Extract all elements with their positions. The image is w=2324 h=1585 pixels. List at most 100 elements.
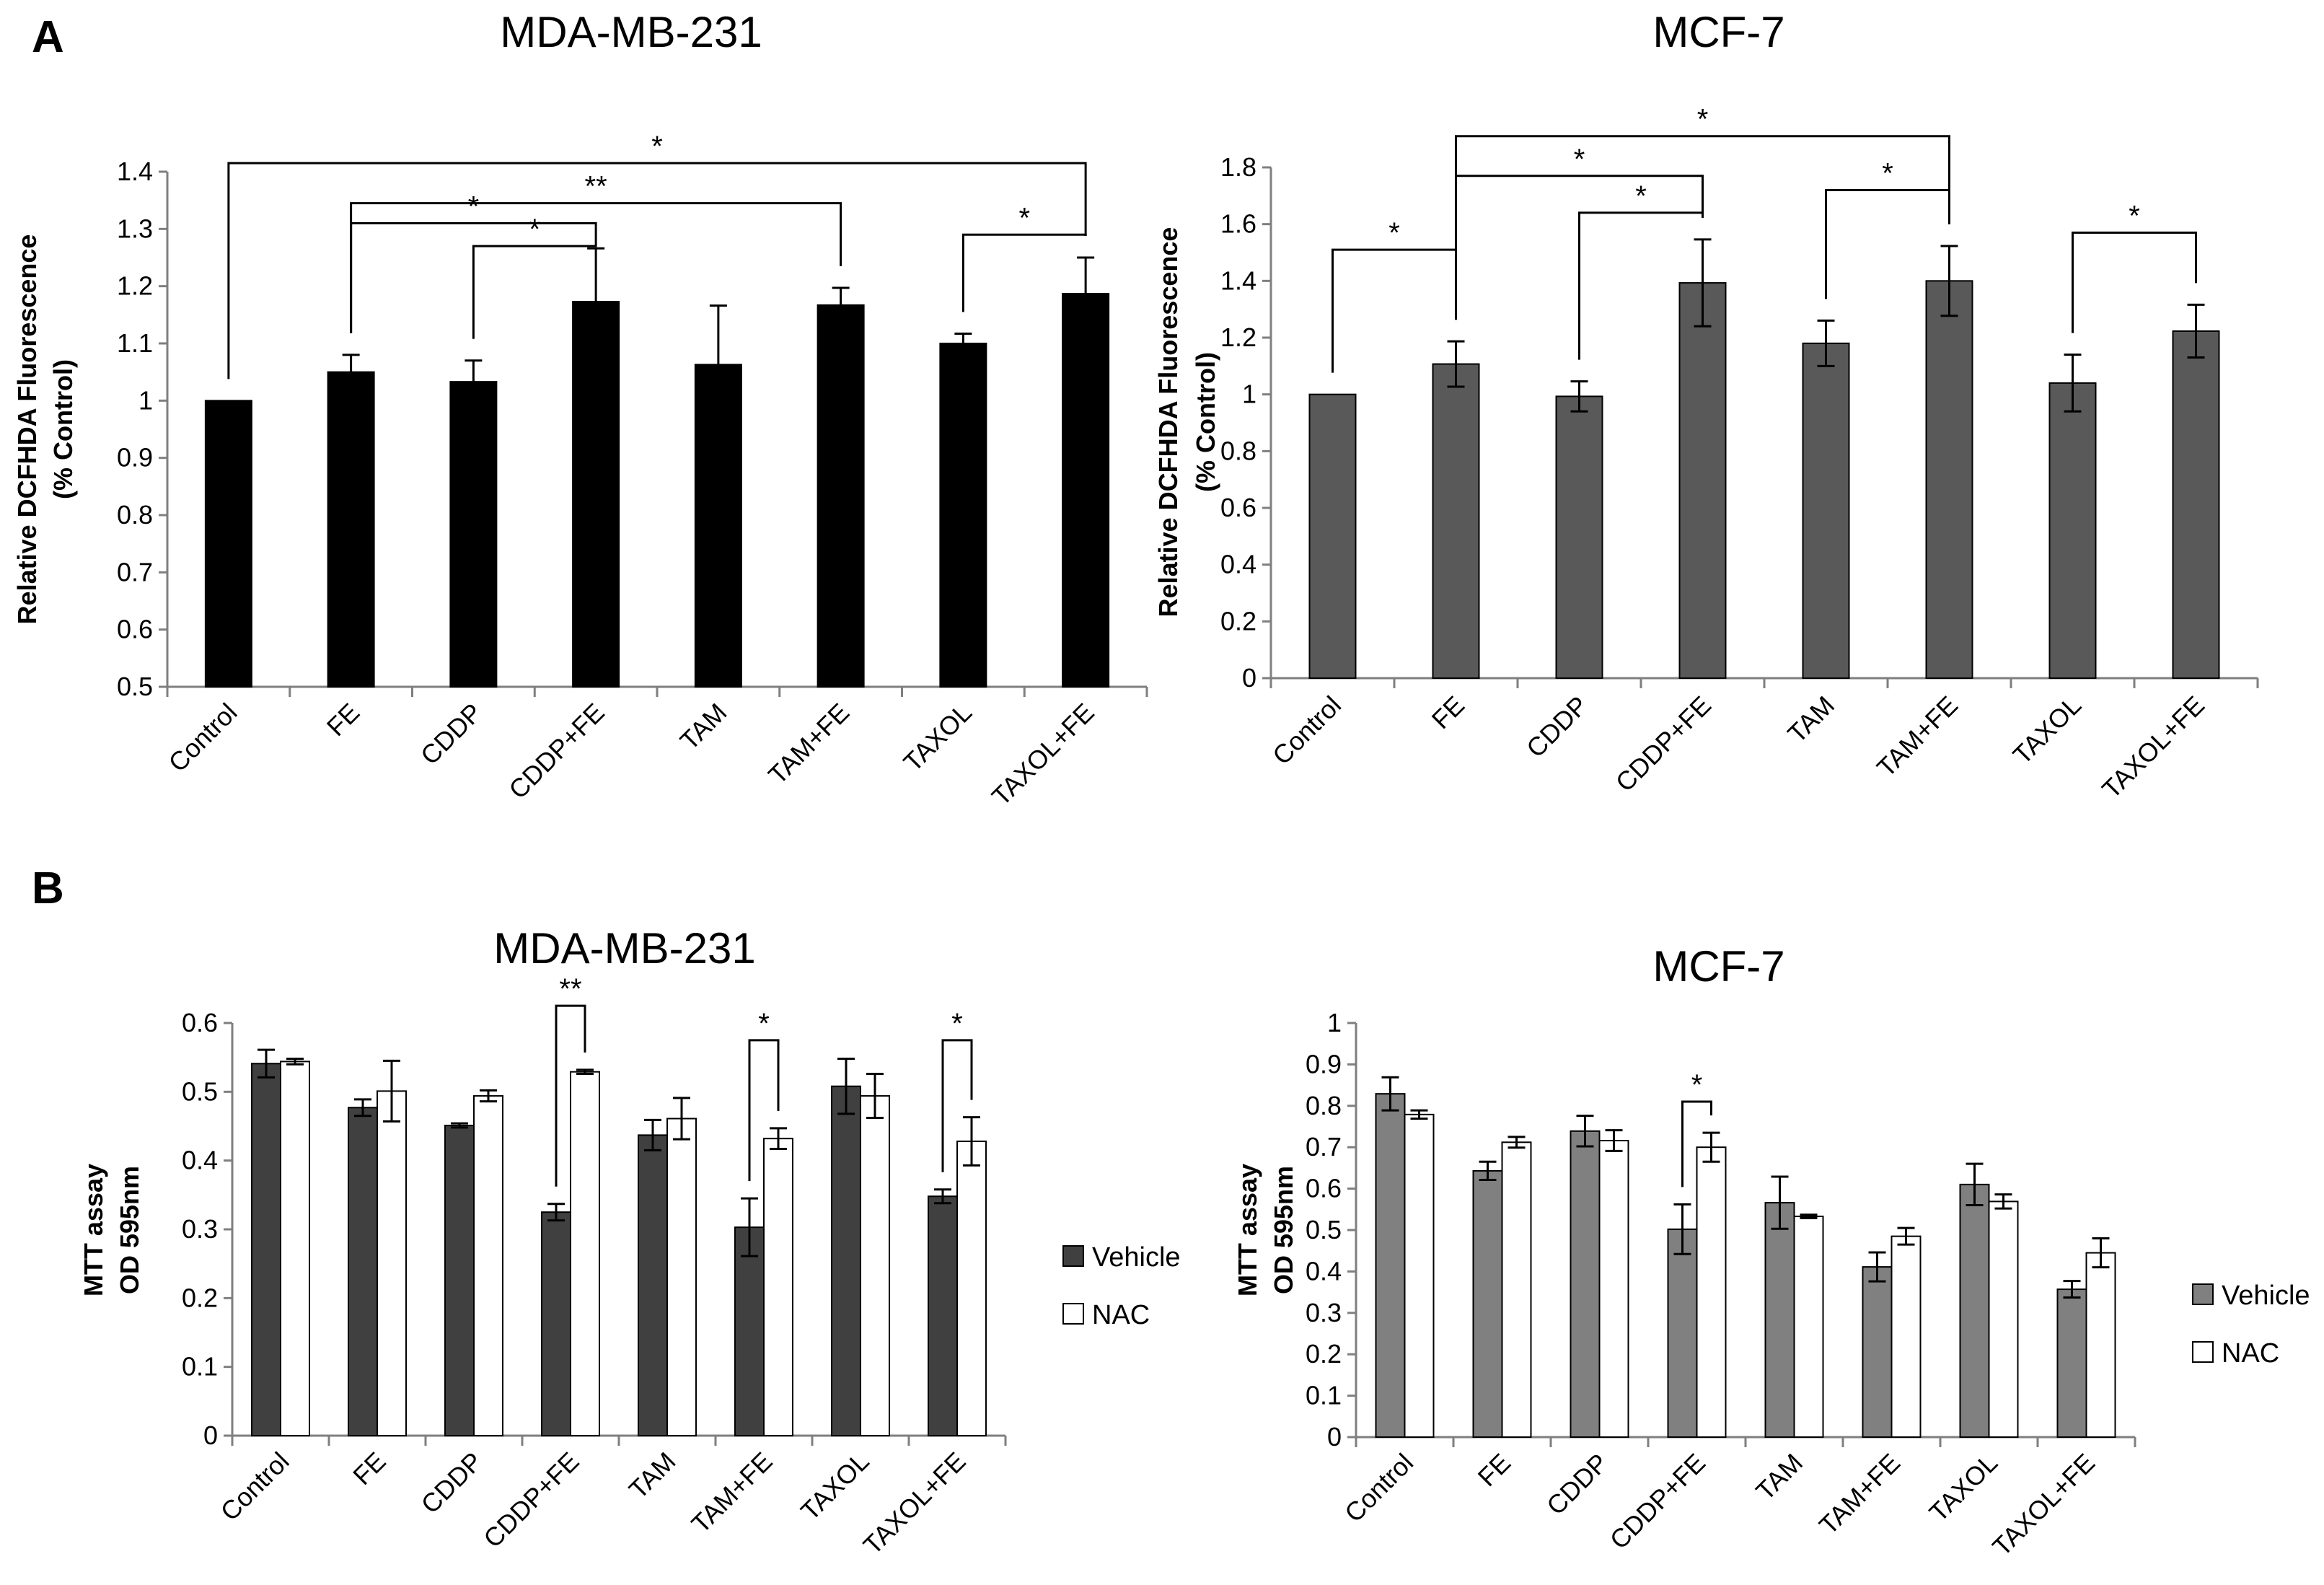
bar — [1988, 1200, 2019, 1439]
significance-bracket — [748, 1039, 780, 1182]
bar — [348, 1107, 378, 1436]
x-category-label: CDDP+FE — [1604, 1448, 1712, 1555]
y-tick-label: 0.4 — [1306, 1256, 1342, 1286]
y-tick-label: 0.6 — [117, 615, 153, 644]
y-axis-label: OD 595nm — [1269, 1166, 1298, 1294]
bar — [572, 301, 620, 688]
bar — [939, 343, 987, 688]
x-category-label: TAXOL+FE — [986, 698, 1100, 812]
significance-label: * — [951, 1008, 963, 1040]
y-tick-label: 1.8 — [1220, 152, 1256, 182]
bar — [1793, 1216, 1824, 1438]
bar — [449, 381, 498, 688]
y-tick-label: 0.4 — [182, 1146, 218, 1175]
x-category-label: TAXOL — [897, 698, 977, 778]
y-tick-label: 0.2 — [182, 1283, 218, 1312]
significance-bracket — [1681, 1100, 1712, 1187]
bar — [2056, 1288, 2087, 1439]
panel-letter-b: B — [32, 864, 64, 913]
bar — [1308, 393, 1357, 680]
bar — [1501, 1141, 1532, 1438]
y-tick-label: 0.9 — [117, 443, 153, 473]
y-tick-label: 0 — [1242, 663, 1256, 693]
y-tick-label: 0.8 — [1306, 1091, 1342, 1120]
significance-label: * — [1635, 180, 1647, 212]
x-category-label: Control — [215, 1446, 295, 1527]
legend-swatch — [2192, 1341, 2214, 1363]
chart-title: MCF-7 — [1652, 942, 1784, 991]
x-category-label: CDDP — [415, 1446, 488, 1519]
bar — [1404, 1113, 1435, 1438]
y-tick-label: 1.1 — [117, 328, 153, 358]
chart-b-mda-mb-231: MDA-MB-231 MTT assay OD 595nm 0 0.1 0.2 0.3 0.4… — [79, 924, 1181, 1560]
legend-swatch — [1062, 1303, 1084, 1325]
x-category-label: TAM+FE — [762, 698, 855, 790]
bar — [473, 1095, 503, 1436]
legend-label: NAC — [2222, 1338, 2279, 1369]
x-category-label: CDDP — [1541, 1448, 1614, 1521]
bar — [1570, 1130, 1601, 1438]
y-tick-label: 0.1 — [1306, 1381, 1342, 1410]
x-category-label: Control — [1267, 690, 1347, 770]
bar — [1959, 1183, 1990, 1438]
bar — [1432, 363, 1480, 679]
bar — [444, 1125, 475, 1436]
y-tick-label: 1.3 — [117, 214, 153, 243]
y-tick-label: 0.5 — [182, 1076, 218, 1106]
y-tick-label: 0.4 — [1220, 550, 1256, 579]
y-tick-label: 0.6 — [1220, 493, 1256, 522]
y-tick-label: 0.8 — [1220, 436, 1256, 465]
significance-bracket — [1332, 248, 1457, 373]
y-axis-label: Relative DCFHDA Fluorescence — [1153, 227, 1183, 618]
bar — [1678, 282, 1727, 679]
x-category-label: TAXOL — [1924, 1448, 2004, 1528]
x-category-label: TAM+FE — [1813, 1448, 1906, 1540]
chart-title: MDA-MB-231 — [493, 924, 755, 972]
y-tick-label: 0.9 — [1306, 1049, 1342, 1079]
y-axis-label: (% Control) — [1191, 352, 1220, 492]
y-tick-label: 0 — [203, 1421, 218, 1450]
significance-label: * — [1388, 217, 1400, 249]
y-tick-label: 0.1 — [182, 1352, 218, 1382]
bar — [1802, 342, 1850, 679]
bar — [1472, 1169, 1503, 1438]
bar — [1891, 1235, 1922, 1438]
bar — [956, 1140, 987, 1437]
significance-label: * — [2129, 200, 2140, 232]
bar — [1862, 1266, 1893, 1439]
x-category-label: TAM — [674, 698, 733, 756]
x-category-label: CDDP+FE — [1610, 690, 1717, 798]
bar — [1555, 395, 1603, 679]
x-category-label: CDDP+FE — [503, 698, 610, 805]
significance-label: * — [651, 131, 663, 162]
bar — [1062, 292, 1110, 688]
significance-label: * — [529, 214, 540, 245]
y-tick-label: 1 — [1242, 379, 1256, 409]
significance-bracket — [227, 162, 1087, 379]
significance-bracket — [350, 221, 597, 333]
chart-title: MDA-MB-231 — [500, 8, 762, 56]
bar — [638, 1134, 668, 1436]
significance-label: * — [758, 1008, 770, 1040]
bar — [204, 400, 252, 688]
y-axis-label: MTT assay — [1233, 1164, 1262, 1296]
x-category-label: TAXOL — [2007, 690, 2087, 770]
significance-bracket — [961, 233, 1087, 312]
x-category-label: TAM — [1750, 1448, 1808, 1506]
significance-bracket — [1455, 175, 1704, 320]
chart-a-mda-mb-231: MDA-MB-231 Relative DCFHDA Fluorescence (%… — [12, 8, 1148, 812]
bar — [570, 1071, 600, 1436]
significance-label: * — [468, 190, 480, 222]
significance-bracket — [555, 1004, 586, 1187]
bar — [817, 304, 865, 688]
chart-b-mcf-7: MCF-7 MTT assay OD 595nm 0 0.1 0.2 0.3 0.4 0.5 0.… — [1233, 942, 2310, 1562]
bar — [734, 1226, 765, 1436]
y-tick-label: 1 — [138, 385, 153, 415]
x-category-label: Control — [1339, 1448, 1419, 1528]
bar — [2048, 382, 2097, 680]
bar — [928, 1195, 958, 1436]
y-axis-label: Relative DCFHDA Fluorescence — [12, 234, 42, 625]
x-category-label: TAXOL+FE — [858, 1446, 972, 1560]
